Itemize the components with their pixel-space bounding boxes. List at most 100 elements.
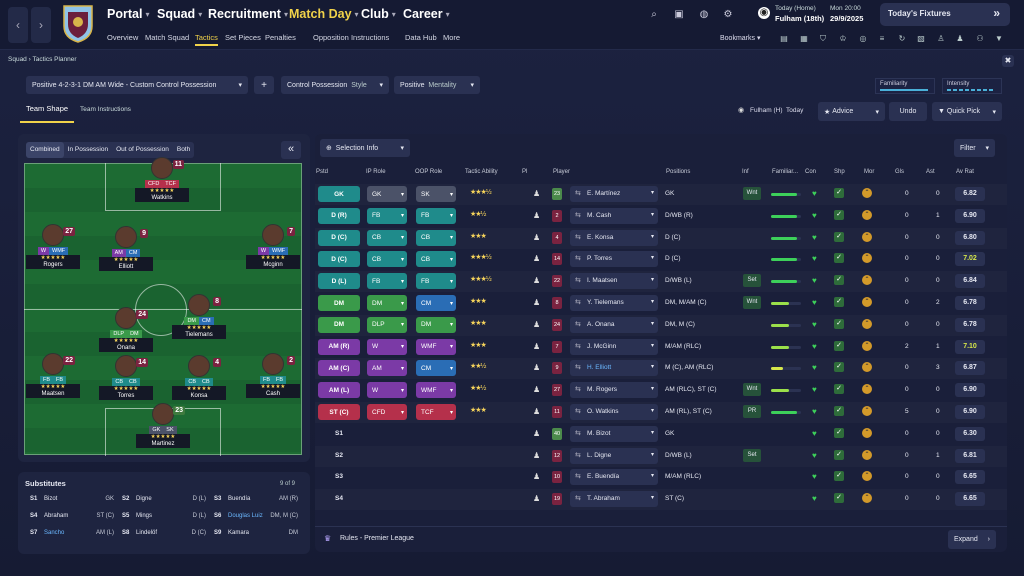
pitch-player-mcginn[interactable]: 7 W WMF ★★★★★ Mcginn	[246, 224, 300, 269]
search-icon[interactable]: ⌕	[651, 9, 657, 20]
back-button[interactable]: ‹	[8, 7, 28, 43]
player-select[interactable]: ⇆ P. Torres	[570, 251, 658, 268]
subnav-data-hub[interactable]: Data Hub	[405, 33, 437, 42]
pitch-player-maatsen[interactable]: 22 FB FB ★★★★★ Maatsen	[26, 353, 80, 398]
table-row[interactable]: D (C) CB CB ★★★½ ♟ 14 ⇆ P. Torres D (C) ♥ ✓ ⌃ 0 0 7.02	[315, 249, 1007, 270]
position-slot-button[interactable]: D (R)	[318, 207, 360, 224]
style-select[interactable]: Control Possession Style ▾	[281, 76, 389, 94]
tactic-select[interactable]: Positive 4-2-3-1 DM AM Wide - Custom Con…	[26, 76, 248, 94]
position-slot-button[interactable]: AM (L)	[318, 382, 360, 399]
table-row[interactable]: D (L) FB FB ★★★½ ♟ 22 ⇆ I. Maatsen D/WB (L) Set ♥ ✓…	[315, 271, 1007, 292]
table-row[interactable]: D (C) CB CB ★★★ ♟ 4 ⇆ E. Konsa D (C) ♥ ✓ ⌃ 0 0 6.80	[315, 228, 1007, 249]
col-header-av-rat[interactable]: Av Rat	[956, 169, 974, 175]
player-select[interactable]: ⇆ M. Rogers	[570, 382, 658, 399]
substitute-row[interactable]: S4 Abraham ST (C)	[30, 513, 114, 519]
oop-role-select[interactable]: FB	[416, 207, 456, 224]
oop-role-select[interactable]: CB	[416, 229, 456, 246]
table-row[interactable]: DM DM CM ★★★ ♟ 8 ⇆ Y. Tielemans DM, M/AM (C) Wnt ♥…	[315, 293, 1007, 314]
shield-icon[interactable]: ⛉	[820, 34, 826, 43]
col-header-shp[interactable]: Shp	[834, 169, 845, 175]
subnav-overview[interactable]: Overview	[107, 33, 139, 42]
table-row[interactable]: AM (C) AM CM ★★½ ♟ 9 ⇆ H. Elliott M (C), AM (RLC…	[315, 358, 1007, 379]
pitch-player-cash[interactable]: 2 FB FB ★★★★★ Cash	[246, 353, 300, 398]
position-slot-button[interactable]: DM	[318, 295, 360, 311]
oop-role-select[interactable]: WMF	[416, 382, 456, 399]
oop-role-select[interactable]: DM	[416, 316, 456, 333]
forward-button[interactable]: ›	[31, 7, 51, 43]
substitute-row[interactable]: S6 Douglas Luiz DM, M (C)	[214, 513, 298, 519]
position-slot-button[interactable]: D (L)	[318, 273, 360, 290]
nav-recruitment[interactable]: Recruitment ▾	[208, 7, 288, 21]
position-slot-button[interactable]: ST (C)	[318, 404, 360, 420]
filter-button[interactable]: Filter ▾	[954, 139, 995, 157]
ip-role-select[interactable]: DM	[367, 295, 407, 311]
ip-role-select[interactable]: FB	[367, 273, 407, 290]
ip-role-select[interactable]: CFD	[367, 404, 407, 420]
inbox-icon[interactable]: ▣	[674, 9, 684, 20]
view-out-of-possession[interactable]: Out of Possession	[116, 146, 169, 153]
refresh-icon[interactable]: ↻	[898, 34, 906, 43]
expand-button[interactable]: Expand ›	[948, 530, 996, 549]
table-row[interactable]: AM (L) W WMF ★★½ ♟ 27 ⇆ M. Rogers AM (RLC), ST (…	[315, 380, 1007, 401]
calendar-icon[interactable]: ▦	[800, 34, 808, 43]
chat-icon[interactable]: ▤	[780, 34, 788, 43]
database-icon[interactable]: ≡	[879, 34, 885, 43]
oop-role-select[interactable]: FB	[416, 273, 456, 290]
nav-club[interactable]: Club ▾	[361, 7, 396, 21]
ip-role-select[interactable]: DLP	[367, 316, 407, 333]
player-select[interactable]: ⇆ A. Onana	[570, 316, 658, 333]
nav-squad[interactable]: Squad ▾	[157, 7, 202, 21]
trophy-icon[interactable]: ♔	[839, 34, 847, 43]
ip-role-select[interactable]: CB	[367, 251, 407, 268]
todays-fixtures-button[interactable]: Today's Fixtures »	[880, 3, 1010, 26]
subnav-more[interactable]: More	[443, 33, 461, 42]
table-row[interactable]: DM DLP DM ★★★ ♟ 24 ⇆ A. Onana DM, M (C) ♥ ✓ ⌃ 0 0 6.78	[315, 315, 1007, 336]
oop-role-select[interactable]: WMF	[416, 338, 456, 355]
view-both[interactable]: Both	[176, 146, 191, 153]
table-row[interactable]: ST (C) CFD TCF ★★★ ♟ 11 ⇆ O. Watkins AM (RL), ST…	[315, 402, 1007, 423]
pitch-player-torres[interactable]: 14 CB CB ★★★★★ Torres	[99, 355, 153, 400]
substitute-row[interactable]: S5 Mings D (L)	[122, 513, 206, 519]
player-select[interactable]: ⇆ I. Maatsen	[570, 273, 658, 290]
close-icon[interactable]: ✖	[1002, 55, 1014, 67]
col-header-ast[interactable]: Ast	[926, 169, 935, 175]
bookmarks-menu[interactable]: Bookmarks ▾	[720, 35, 761, 42]
col-header-pstd[interactable]: Pstd	[316, 169, 329, 175]
substitute-row[interactable]: S3 Buendía AM (R)	[214, 496, 298, 502]
col-header-con[interactable]: Con	[805, 169, 817, 175]
nav-portal[interactable]: Portal ▾	[107, 7, 149, 21]
col-header-tactic-ability[interactable]: Tactic Ability	[465, 169, 498, 175]
table-row[interactable]: GK GK SK ★★★½ ♟ 23 ⇆ E. Martínez GK Wnt ♥ ✓ ⌃ 0 0 6.82	[315, 184, 1007, 205]
player-select[interactable]: ⇆ O. Watkins	[570, 404, 658, 420]
gear-icon[interactable]: ⚙	[723, 9, 733, 20]
position-slot-button[interactable]: AM (C)	[318, 360, 360, 377]
pitch-player-watkins[interactable]: 11 CFD TCF ★★★★★ Watkins	[135, 157, 189, 202]
tab-team-instructions[interactable]: Team Instructions	[80, 106, 131, 113]
col-header-inf[interactable]: Inf	[742, 169, 749, 175]
quick-pick-button[interactable]: ▼ Quick Pick ▾	[932, 102, 1002, 121]
player-select[interactable]: ⇆ E. Konsa	[570, 229, 658, 246]
subnav-tactics[interactable]: Tactics	[195, 33, 218, 46]
ip-role-select[interactable]: W	[367, 338, 407, 355]
col-header-oop-role[interactable]: OOP Role	[415, 169, 443, 175]
tab-team-shape[interactable]: Team Shape	[20, 104, 74, 123]
intensity-meter[interactable]: Intensity	[942, 78, 1002, 94]
table-row[interactable]: S1 ♟ 40 ⇆ M. Bizot GK ♥ ✓ ⌃ 0 0 6.30	[315, 424, 1007, 445]
collapse-pitch-button[interactable]: «	[281, 141, 301, 159]
col-header-positions[interactable]: Positions	[666, 169, 691, 175]
player-select[interactable]: ⇆ J. McGinn	[570, 338, 658, 355]
col-header-familiarity[interactable]: Familiar...	[772, 169, 799, 175]
clipboard-icon[interactable]: ▧	[917, 34, 925, 43]
oop-role-select[interactable]: CB	[416, 251, 456, 268]
subnav-opposition-instructions[interactable]: Opposition Instructions	[313, 33, 390, 42]
substitute-row[interactable]: S7 Sancho AM (L)	[30, 530, 114, 536]
rules-label[interactable]: Rules - Premier League	[340, 535, 414, 542]
add-tactic-button[interactable]: +	[254, 76, 274, 94]
player-select[interactable]: ⇆ T. Abraham	[570, 491, 658, 508]
pitch-player-tielemans[interactable]: 8 DM CM ★★★★★ Tielemans	[172, 294, 226, 339]
oop-role-select[interactable]: CM	[416, 295, 456, 311]
position-slot-button[interactable]: D (C)	[318, 251, 360, 268]
col-header-pl[interactable]: Pl	[522, 169, 528, 175]
substitute-row[interactable]: S8 Lindelöf D (C)	[122, 530, 206, 536]
position-slot-button[interactable]: AM (R)	[318, 338, 360, 355]
